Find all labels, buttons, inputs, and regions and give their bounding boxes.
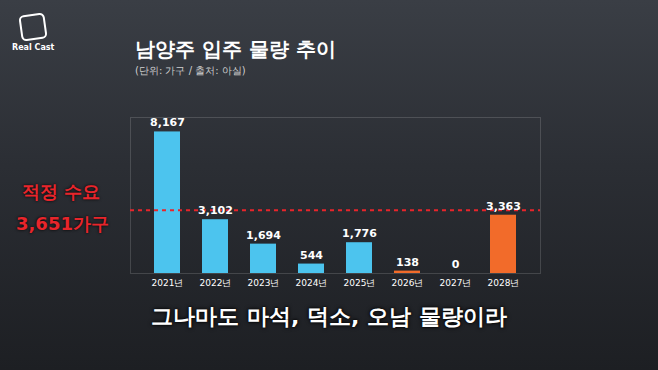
svg-text:2025년: 2025년 bbox=[344, 278, 376, 288]
svg-text:1,694: 1,694 bbox=[246, 229, 281, 242]
svg-text:3,102: 3,102 bbox=[198, 204, 233, 217]
svg-text:138: 138 bbox=[396, 256, 419, 269]
svg-text:2021년: 2021년 bbox=[152, 278, 184, 288]
svg-text:2022년: 2022년 bbox=[200, 278, 232, 288]
svg-text:0: 0 bbox=[452, 258, 460, 271]
svg-text:1,776: 1,776 bbox=[342, 227, 377, 240]
svg-text:8,167: 8,167 bbox=[150, 116, 185, 129]
svg-text:2027년: 2027년 bbox=[440, 278, 472, 288]
svg-text:2023년: 2023년 bbox=[248, 278, 280, 288]
svg-text:2026년: 2026년 bbox=[392, 278, 424, 288]
svg-text:2024년: 2024년 bbox=[296, 278, 328, 288]
html-text:남양주 입주 물량 추이: 남양주 입주 물량 추이 bbox=[135, 37, 336, 61]
svg-text:2028년: 2028년 bbox=[488, 278, 520, 288]
html-text:(단위: 가구 / 출처: 아실): (단위: 가구 / 출처: 아실) bbox=[135, 65, 246, 76]
html-text:Real Cast: Real Cast bbox=[12, 43, 55, 52]
html-text:적정 수요: 적정 수요 bbox=[22, 180, 101, 202]
html-text:그나마도 마석, 덕소, 오남 물량이라: 그나마도 마석, 덕소, 오남 물량이라 bbox=[151, 304, 507, 329]
html-text:3,651가구: 3,651가구 bbox=[16, 212, 109, 234]
svg-text:544: 544 bbox=[300, 249, 323, 262]
svg-text:3,363: 3,363 bbox=[486, 200, 521, 213]
